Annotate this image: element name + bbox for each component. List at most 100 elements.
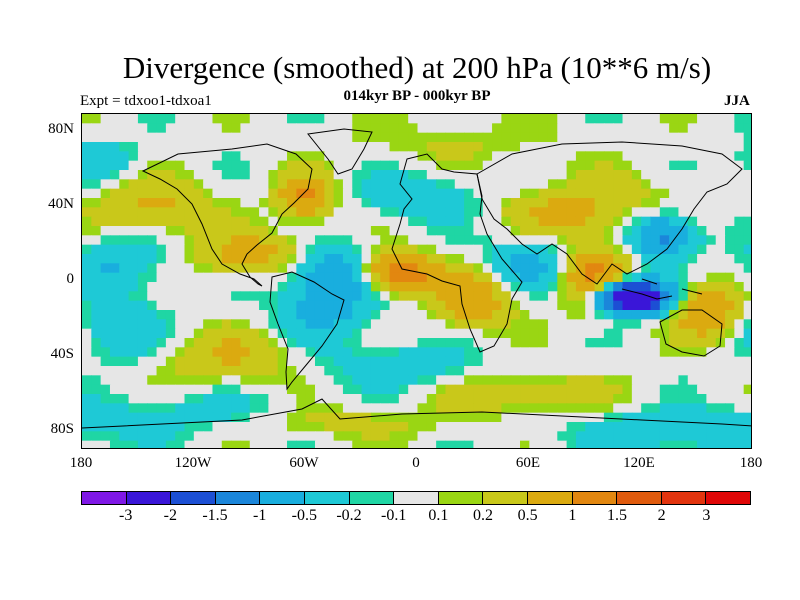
field-cell bbox=[240, 272, 251, 283]
field-cell bbox=[203, 179, 214, 190]
field-cell bbox=[147, 132, 158, 143]
field-cell bbox=[594, 291, 605, 302]
field-cell bbox=[333, 328, 344, 339]
field-cell bbox=[109, 151, 120, 162]
field-cell bbox=[501, 328, 512, 339]
field-cell bbox=[324, 440, 335, 448]
field-cell bbox=[631, 310, 642, 320]
field-cell bbox=[725, 356, 735, 367]
field-cell bbox=[473, 132, 484, 143]
field-cell bbox=[678, 282, 689, 292]
field-cell bbox=[352, 394, 363, 404]
field-cell bbox=[454, 300, 465, 311]
field-cell bbox=[520, 310, 530, 320]
field-cell bbox=[454, 207, 465, 218]
field-cell bbox=[361, 384, 372, 395]
field-cell bbox=[594, 403, 605, 414]
field-cell bbox=[613, 422, 624, 432]
field-cell bbox=[352, 179, 363, 190]
field-cell bbox=[426, 235, 437, 246]
field-cell bbox=[445, 300, 456, 311]
field-cell bbox=[184, 244, 195, 255]
field-cell bbox=[100, 188, 111, 199]
field-cell bbox=[119, 366, 130, 376]
field-cell bbox=[305, 319, 316, 330]
field-cell bbox=[641, 244, 652, 255]
field-cell bbox=[454, 160, 465, 171]
field-cell bbox=[342, 403, 353, 414]
field-cell bbox=[575, 207, 586, 218]
field-cell bbox=[324, 235, 335, 246]
field-cell bbox=[641, 300, 652, 311]
field-cell bbox=[333, 394, 344, 404]
field-cell bbox=[193, 328, 204, 339]
field-cell bbox=[613, 114, 624, 124]
field-cell bbox=[193, 207, 204, 218]
field-cell bbox=[501, 394, 512, 404]
field-cell bbox=[510, 300, 521, 311]
field-cell bbox=[706, 319, 717, 330]
field-cell bbox=[268, 412, 279, 423]
field-cell bbox=[687, 310, 698, 320]
field-cell bbox=[221, 235, 232, 246]
field-cell bbox=[119, 375, 130, 386]
field-cell bbox=[566, 170, 577, 180]
field-cell bbox=[259, 235, 269, 246]
field-cell bbox=[380, 179, 391, 190]
field-cell bbox=[454, 440, 465, 448]
field-cell bbox=[109, 114, 120, 124]
field-cell bbox=[678, 431, 689, 442]
field-cell bbox=[221, 356, 232, 367]
field-cell bbox=[436, 235, 447, 246]
field-cell bbox=[380, 114, 391, 124]
field-cell bbox=[725, 394, 735, 404]
field-cell bbox=[520, 431, 530, 442]
field-cell bbox=[287, 235, 297, 246]
field-cell bbox=[436, 151, 447, 162]
field-cell bbox=[268, 244, 279, 255]
field-cell bbox=[436, 440, 447, 448]
field-cell bbox=[659, 291, 670, 302]
field-cell bbox=[436, 170, 447, 180]
field-cell bbox=[669, 394, 680, 404]
field-cell bbox=[613, 160, 624, 171]
field-cell bbox=[333, 440, 344, 448]
field-cell bbox=[296, 356, 307, 367]
field-cell bbox=[193, 375, 204, 386]
field-cell bbox=[482, 160, 493, 171]
field-cell bbox=[687, 254, 698, 264]
field-cell bbox=[221, 338, 232, 348]
lon-label-120w: 120W bbox=[174, 455, 212, 471]
field-cell bbox=[697, 431, 707, 442]
field-cell bbox=[501, 235, 512, 246]
field-cell bbox=[342, 412, 353, 423]
field-cell bbox=[277, 291, 288, 302]
field-cell bbox=[380, 366, 391, 376]
field-cell bbox=[119, 328, 130, 339]
field-cell bbox=[697, 132, 707, 143]
field-cell bbox=[678, 412, 689, 423]
field-cell bbox=[417, 394, 428, 404]
field-cell bbox=[603, 244, 614, 255]
field-cell bbox=[193, 132, 204, 143]
field-cell bbox=[734, 207, 745, 218]
field-cell bbox=[333, 282, 344, 292]
field-cell bbox=[212, 356, 223, 367]
field-cell bbox=[156, 170, 167, 180]
field-cell bbox=[109, 282, 120, 292]
field-cell bbox=[193, 356, 204, 367]
field-cell bbox=[249, 272, 260, 283]
field-cell bbox=[342, 384, 353, 395]
field-cell bbox=[622, 431, 633, 442]
field-cell bbox=[473, 375, 484, 386]
field-cell bbox=[510, 179, 521, 190]
field-cell bbox=[277, 170, 288, 180]
field-cell bbox=[678, 310, 689, 320]
field-cell bbox=[221, 188, 232, 199]
field-cell bbox=[305, 356, 316, 367]
field-cell bbox=[119, 403, 130, 414]
field-cell bbox=[417, 160, 428, 171]
field-cell bbox=[454, 338, 465, 348]
field-cell bbox=[501, 244, 512, 255]
field-cell bbox=[100, 282, 111, 292]
